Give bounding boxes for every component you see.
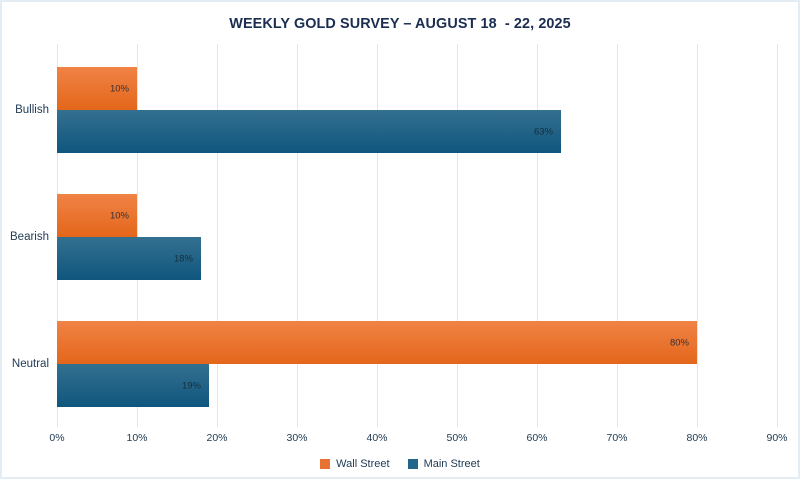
legend-label: Wall Street xyxy=(336,458,390,470)
gridline-30pct xyxy=(297,44,298,427)
bar-wall-street-bullish: 10% xyxy=(57,67,137,110)
bar-main-street-bullish: 63% xyxy=(57,110,561,153)
tick-label-60pct: 60% xyxy=(526,432,548,444)
gridline-90pct xyxy=(777,44,778,427)
tick-label-90pct: 90% xyxy=(766,432,788,444)
bar-value-label: 18% xyxy=(173,253,193,264)
legend-item-main-street: Main Street xyxy=(407,458,480,470)
gridline-70pct xyxy=(617,44,618,427)
tick-label-50pct: 50% xyxy=(446,432,468,444)
tick-label-80pct: 80% xyxy=(686,432,708,444)
gridline-50pct xyxy=(457,44,458,427)
tick-label-70pct: 70% xyxy=(606,432,628,444)
legend-label: Main Street xyxy=(423,458,480,470)
bar-value-label: 19% xyxy=(181,380,201,391)
category-label-bearish: Bearish xyxy=(10,231,49,243)
tick-label-40pct: 40% xyxy=(366,432,388,444)
legend-item-wall-street: Wall Street xyxy=(320,458,390,470)
bar-value-label: 10% xyxy=(109,210,129,221)
tick-label-10pct: 10% xyxy=(126,432,148,444)
bar-wall-street-bearish: 10% xyxy=(57,194,137,237)
gridline-10pct xyxy=(137,44,138,427)
bar-main-street-neutral: 19% xyxy=(57,364,209,407)
legend-swatch-main-street xyxy=(407,459,418,469)
tick-label-30pct: 30% xyxy=(286,432,308,444)
tick-label-0pct: 0% xyxy=(49,432,65,444)
category-label-neutral: Neutral xyxy=(11,358,49,370)
tick-label-20pct: 20% xyxy=(206,432,228,444)
legend: Wall Street Main Street xyxy=(2,458,798,470)
category-label-bullish: Bullish xyxy=(15,104,49,116)
bar-main-street-bearish: 18% xyxy=(57,237,201,280)
chart-title: WEEKLY GOLD SURVEY – AUGUST 18 - 22, 202… xyxy=(229,15,571,32)
bar-value-label: 63% xyxy=(533,126,553,137)
gridline-20pct xyxy=(217,44,218,427)
gridline-80pct xyxy=(697,44,698,427)
bar-value-label: 80% xyxy=(669,337,689,348)
legend-swatch-wall-street xyxy=(320,459,331,469)
gridline-60pct xyxy=(537,44,538,427)
gridline-40pct xyxy=(377,44,378,427)
plot-area: 10% 63% 10% 18% 80% 19% xyxy=(57,44,778,427)
bar-value-label: 10% xyxy=(109,83,129,94)
bar-wall-street-neutral: 80% xyxy=(57,321,697,364)
